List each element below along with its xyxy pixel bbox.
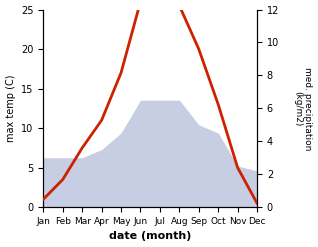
Y-axis label: max temp (C): max temp (C) — [5, 75, 16, 142]
X-axis label: date (month): date (month) — [109, 231, 191, 242]
Y-axis label: med. precipitation
(kg/m2): med. precipitation (kg/m2) — [293, 67, 313, 150]
